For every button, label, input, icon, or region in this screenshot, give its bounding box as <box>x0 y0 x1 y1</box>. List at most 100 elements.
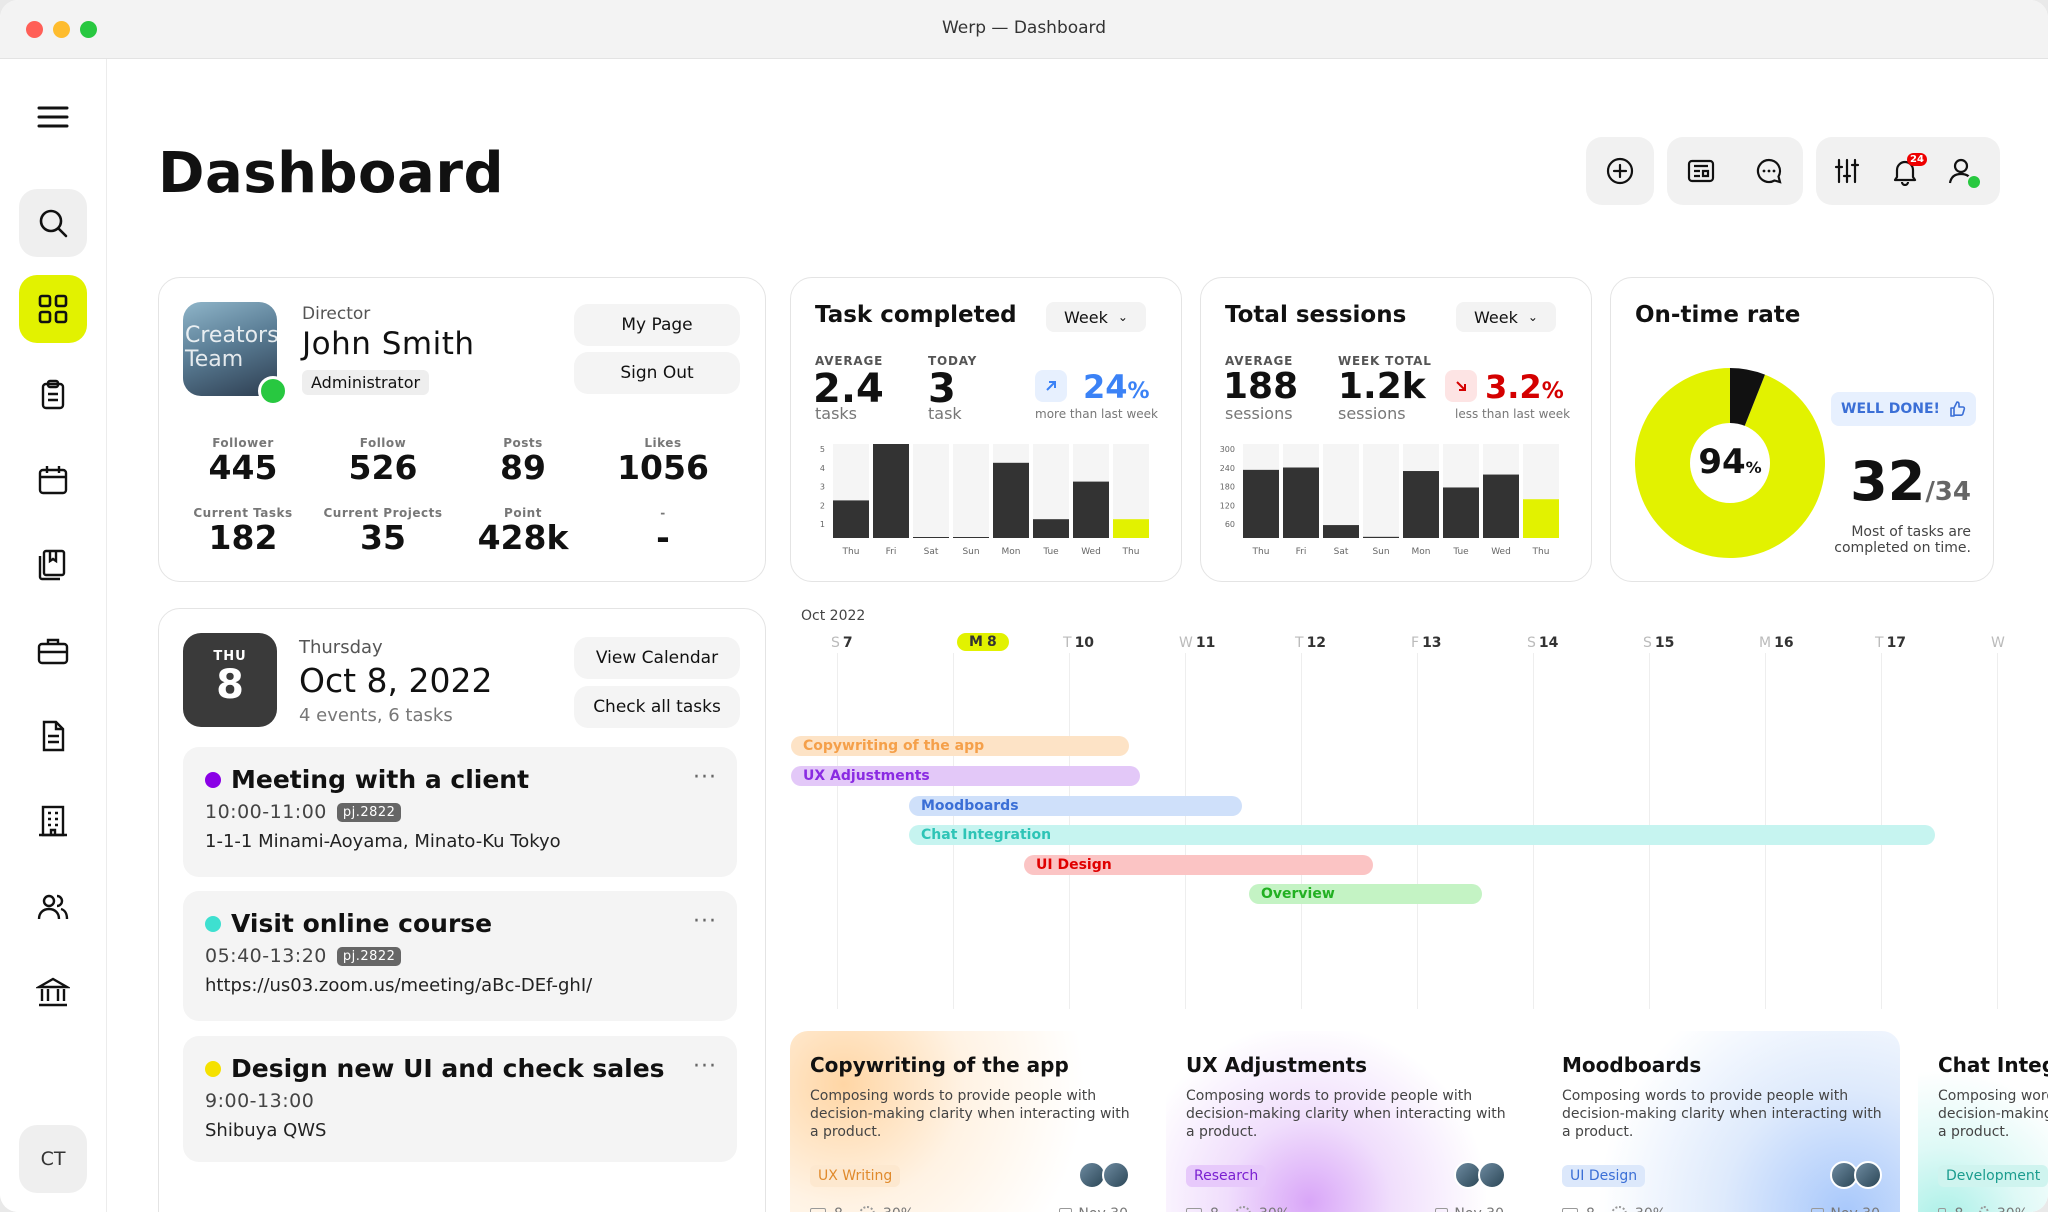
project-card[interactable]: Copywriting of the app Composing words to… <box>790 1031 1148 1212</box>
date-tile-weekday: THU <box>213 649 247 664</box>
project-tag: Research <box>1186 1165 1267 1187</box>
gantt-task-bar[interactable]: Copywriting of the app <box>791 736 1129 756</box>
event-color-dot <box>205 771 221 788</box>
gantt-task-bar[interactable]: Chat Integration <box>909 825 1935 845</box>
calendar-icon[interactable] <box>19 446 87 514</box>
bar <box>1483 474 1519 538</box>
x-tick-label: Tue <box>1042 547 1059 557</box>
gantt-task-bar[interactable]: Overview <box>1249 884 1482 904</box>
sign-out-button[interactable]: Sign Out <box>574 352 740 394</box>
news-button[interactable] <box>1667 137 1735 205</box>
building-icon[interactable] <box>19 787 87 855</box>
clipboard-icon[interactable] <box>19 361 87 429</box>
grid-icon[interactable] <box>19 275 87 343</box>
sessions-change-percent: 3.2% <box>1485 368 1564 406</box>
sessions-average-label: AVERAGE <box>1225 354 1294 368</box>
avatar[interactable]: CT <box>19 1125 87 1193</box>
gantt-task-bar[interactable]: UX Adjustments <box>791 766 1140 786</box>
gantt-day[interactable]: T 10 <box>1063 635 1094 651</box>
stat-label: Current Tasks <box>193 506 293 520</box>
sessions-change-unit: % <box>1541 379 1564 404</box>
filters-button[interactable] <box>1816 137 1877 205</box>
stat-label: Likes <box>644 436 682 450</box>
gantt-day[interactable]: T 17 <box>1875 635 1906 651</box>
x-tick-label: Wed <box>1491 547 1511 557</box>
bar <box>833 500 869 538</box>
gantt-day[interactable]: W <box>1991 635 2008 651</box>
my-page-button[interactable]: My Page <box>574 304 740 346</box>
sessions-average-value: 188 <box>1223 366 1299 407</box>
close-window-button[interactable] <box>26 21 43 38</box>
x-tick-label: Sat <box>1334 547 1349 557</box>
stat-value: 445 <box>208 448 278 487</box>
project-comments: 8 <box>1210 1206 1219 1212</box>
gantt-day[interactable]: S 15 <box>1643 635 1674 651</box>
profile-badge: Administrator <box>302 370 430 395</box>
sessions-period-value: Week <box>1474 307 1518 327</box>
project-description: Composing words to provide people with d… <box>1186 1088 1506 1140</box>
tasks-period-value: Week <box>1064 307 1108 327</box>
more-options-button[interactable]: ··· <box>693 1054 717 1079</box>
gantt-day-letter: T <box>1875 635 1884 651</box>
event-item[interactable]: Design new UI and check sales 9:00-13:00 S… <box>183 1036 737 1162</box>
users-icon[interactable] <box>19 873 87 941</box>
bar <box>873 444 909 538</box>
project-card[interactable]: Moodboards Composing words to provide peo… <box>1542 1031 1900 1212</box>
x-tick-label: Thu <box>1532 547 1550 557</box>
gantt-gridline <box>837 653 838 1009</box>
document-icon[interactable] <box>19 702 87 770</box>
sessions-period-select[interactable]: Week ⌄ <box>1456 302 1556 332</box>
ontime-card-title: On-time rate <box>1635 302 1801 328</box>
check-all-tasks-button[interactable]: Check all tasks <box>574 686 740 728</box>
tasks-period-select[interactable]: Week ⌄ <box>1046 302 1146 332</box>
sessions-total-label: WEEK TOTAL <box>1338 354 1432 368</box>
tasks-change-unit: % <box>1127 379 1150 404</box>
stat-label: Point <box>504 506 542 520</box>
minimize-window-button[interactable] <box>53 21 70 38</box>
comment-icon <box>1186 1207 1202 1212</box>
gantt-day[interactable]: M 16 <box>1759 635 1794 651</box>
ontime-percent-unit: % <box>1745 458 1762 477</box>
event-item[interactable]: Visit online course 05:40-13:20 pj.2822 htt… <box>183 891 737 1021</box>
view-calendar-button[interactable]: View Calendar <box>574 637 740 679</box>
search-icon[interactable] <box>19 189 87 257</box>
ontime-done: 32 <box>1850 450 1926 513</box>
event-time: 9:00-13:00 <box>205 1090 314 1112</box>
briefcase-icon[interactable] <box>19 617 87 685</box>
gantt-day[interactable]: S 14 <box>1527 635 1558 651</box>
more-options-button[interactable]: ··· <box>693 765 717 790</box>
stat-label: Current Projects <box>323 506 443 520</box>
more-options-button[interactable]: ··· <box>693 909 717 934</box>
tasks-card-title: Task completed <box>815 302 1017 328</box>
notifications-button[interactable]: 24 <box>1877 137 1933 205</box>
gantt-task-bar[interactable]: UI Design <box>1024 855 1373 875</box>
gantt-day[interactable]: F 13 <box>1411 635 1442 651</box>
y-tick-label: 60 <box>1225 520 1235 529</box>
event-item[interactable]: Meeting with a client 10:00-11:00 pj.2822 1… <box>183 747 737 877</box>
comment-icon <box>1938 1207 1947 1212</box>
gantt-day[interactable]: T 12 <box>1295 635 1326 651</box>
y-tick-label: 2 <box>820 501 825 510</box>
bar <box>1443 487 1479 538</box>
project-card[interactable]: Chat Integ Composing words to provide peo… <box>1918 1031 2048 1212</box>
tasks-average-value: 2.4 <box>813 366 884 412</box>
chat-button[interactable] <box>1735 137 1803 205</box>
maximize-window-button[interactable] <box>80 21 97 38</box>
notebook-icon[interactable] <box>19 531 87 599</box>
project-title: Copywriting of the app <box>810 1053 1069 1077</box>
gantt-day[interactable]: W 11 <box>1179 635 1215 651</box>
event-time-text: 05:40-13:20 <box>205 945 327 967</box>
title-bar: Werp — Dashboard <box>0 0 2048 59</box>
y-tick-label: 4 <box>820 464 825 473</box>
add-button[interactable] <box>1586 137 1654 205</box>
gantt-task-bar[interactable]: Moodboards <box>909 796 1242 816</box>
bank-icon[interactable] <box>19 958 87 1026</box>
gantt-day-number: 11 <box>1195 635 1216 651</box>
menu-icon[interactable] <box>19 83 87 151</box>
project-card[interactable]: UX Adjustments Composing words to provide… <box>1166 1031 1524 1212</box>
chat-bubble-icon <box>1756 158 1782 184</box>
online-status-dot <box>1966 174 1982 190</box>
profile-button[interactable] <box>1933 137 1989 205</box>
